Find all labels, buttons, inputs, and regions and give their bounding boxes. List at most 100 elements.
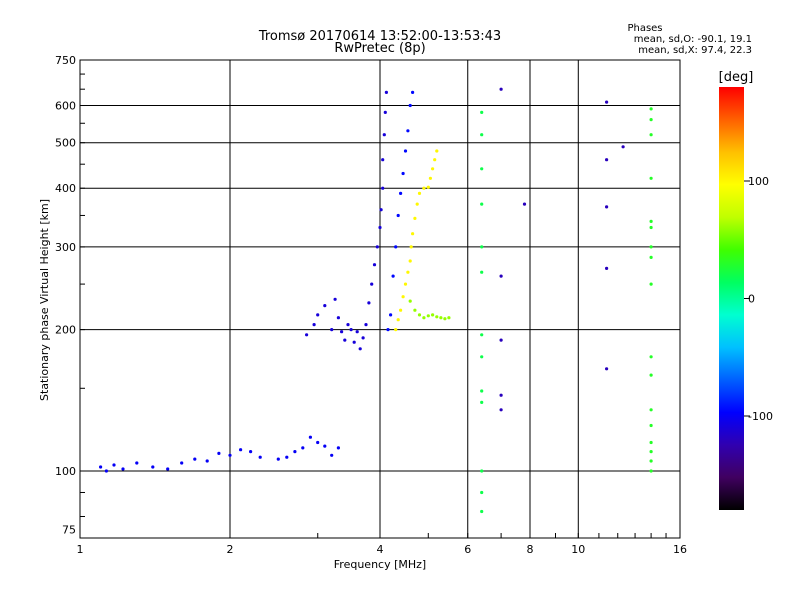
data-point [379,208,383,212]
data-point [649,255,653,259]
data-point [301,446,305,450]
data-point [391,274,395,278]
chart-subtitle: RwPretec (8p) [334,41,425,56]
data-point [312,323,316,327]
data-point [649,133,653,137]
data-point [396,213,400,218]
data-point [135,461,139,465]
x-axis: 1 2 4 6 8 10 16 [77,528,687,556]
data-point [480,490,484,495]
data-point [364,323,368,327]
data-point [499,274,503,278]
data-point [480,400,484,404]
data-point [415,202,419,206]
data-point [381,186,385,190]
data-point [649,373,653,377]
data-point [422,186,426,190]
stats-heading: Phases [627,23,662,34]
data-point [408,299,412,303]
data-point [499,87,503,91]
data-point [382,133,386,137]
x-tick-label: 6 [464,543,471,556]
data-point [480,389,484,393]
data-point [355,330,359,334]
data-point [104,469,108,473]
data-point [649,469,653,473]
stats-line-x: mean, sd,X: 97.4, 22.3 [638,45,752,56]
data-point [323,444,327,448]
data-point [649,225,653,230]
data-point [499,408,503,412]
y-tick-label: 200 [55,324,76,337]
x-tick-label: 8 [527,543,534,556]
data-point [426,314,430,318]
data-point [409,245,413,249]
data-point [258,455,262,459]
colorbar-tick-label: 0 [748,293,755,306]
data-point [649,176,653,180]
data-point [605,158,609,162]
data-point [401,295,405,299]
data-point [394,328,398,332]
data-point [375,245,379,249]
data-point [443,317,447,321]
data-point [431,313,435,317]
data-point [408,103,412,108]
data-point [411,232,415,236]
data-point [649,118,653,122]
data-point [439,316,443,320]
data-point [649,408,653,412]
data-point [340,330,344,334]
data-point [386,328,390,332]
data-point [605,205,609,209]
y-tick-label: 600 [55,100,76,113]
y-tick-label: 750 [55,54,76,67]
data-point [422,316,426,320]
data-point [316,440,320,445]
data-point [285,455,289,459]
data-point [394,245,398,249]
data-point [413,308,417,312]
data-point [343,338,347,342]
data-point [396,318,400,322]
colorbar-ticks: 100 0 -100 [744,175,773,423]
data-point [480,333,484,337]
data-point [649,450,653,454]
data-point [649,282,653,286]
colorbar [719,87,744,510]
data-point [370,282,374,286]
data-point [605,100,609,104]
data-point [480,167,484,171]
data-point [180,461,184,465]
x-axis-label: Frequency [MHz] [334,558,426,571]
data-point [358,347,362,351]
data-point [378,225,382,230]
data-point [228,453,232,457]
data-point [605,266,609,270]
data-point [406,129,410,133]
data-point [480,355,484,359]
data-point [605,367,609,371]
data-point [381,158,385,162]
data-point [151,465,155,469]
data-point [480,133,484,137]
grid-lines [80,60,680,538]
data-point [293,450,297,454]
data-point [480,469,484,473]
data-point [499,393,503,397]
data-point [121,467,125,471]
data-point [372,263,377,267]
stats-line-o: mean, sd,O: -90.1, 19.1 [634,34,752,45]
x-tick-label: 10 [571,543,585,556]
data-point [621,145,625,149]
data-point [408,259,412,263]
data-points [99,87,653,514]
data-point [480,202,484,206]
data-point [649,423,653,428]
data-point [330,453,334,457]
data-point [99,465,103,469]
y-tick-label: 400 [55,182,76,195]
data-point [346,323,350,327]
colorbar-tick-label: 100 [748,175,769,188]
x-tick-label: 1 [77,543,84,556]
